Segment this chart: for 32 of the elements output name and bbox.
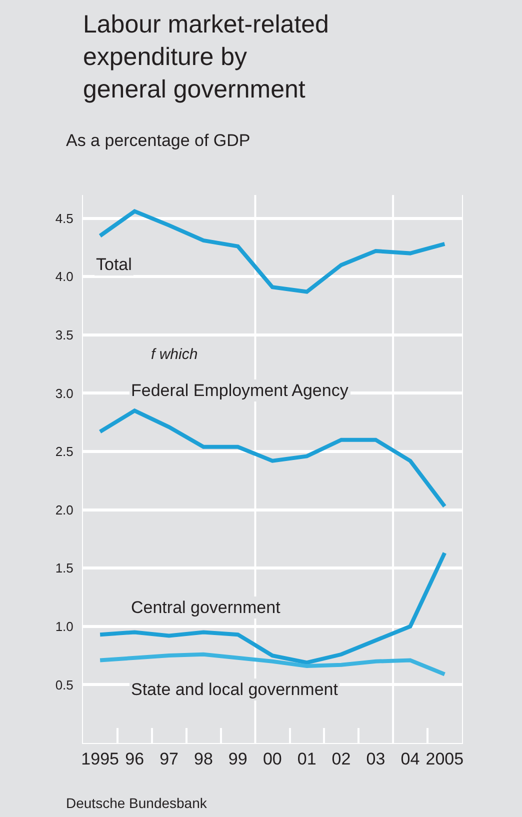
series-label: Central government: [131, 598, 281, 617]
x-tick-label: 1995: [81, 749, 119, 768]
text: Deutsche Bundesbank: [66, 795, 208, 811]
y-tick-label: 3.0: [55, 386, 74, 401]
series-label: Total: [96, 255, 132, 274]
series-label: State and local government: [131, 680, 338, 699]
line-series: [98, 550, 447, 665]
x-tick-label: 01: [297, 749, 316, 768]
series-label: Federal Employment Agency: [131, 381, 349, 400]
x-tick-label: 02: [332, 749, 351, 768]
y-tick-label: 4.5: [55, 210, 74, 226]
chart-subtitle: As a percentage of GDP: [66, 131, 250, 150]
y-tick-label: 2.0: [55, 502, 74, 518]
chart-title: Labour market-related expenditure by general government: [83, 10, 329, 104]
y-tick-label: 2.5: [55, 444, 74, 460]
y-tick-label: 0.5: [55, 677, 74, 692]
y-tick-label: 4.0: [55, 269, 74, 284]
line-series: [98, 209, 447, 294]
x-tick-label: 96: [125, 749, 144, 768]
y-tick-label: 1.0: [55, 618, 74, 634]
x-tick-label: 00: [262, 749, 282, 768]
x-tick-label: 2005: [426, 749, 464, 768]
x-tick-label: 98: [194, 749, 213, 768]
x-tick-label: 04: [400, 749, 420, 768]
y-tick-label: 1.5: [55, 560, 74, 576]
annotation: f which: [151, 346, 198, 363]
line-series: [98, 652, 447, 676]
y-tick-label: 3.5: [55, 327, 74, 342]
x-tick-label: 03: [366, 749, 386, 768]
x-tick-label: 99: [228, 749, 248, 768]
line-series: [98, 408, 447, 508]
x-tick-label: 97: [160, 749, 178, 768]
